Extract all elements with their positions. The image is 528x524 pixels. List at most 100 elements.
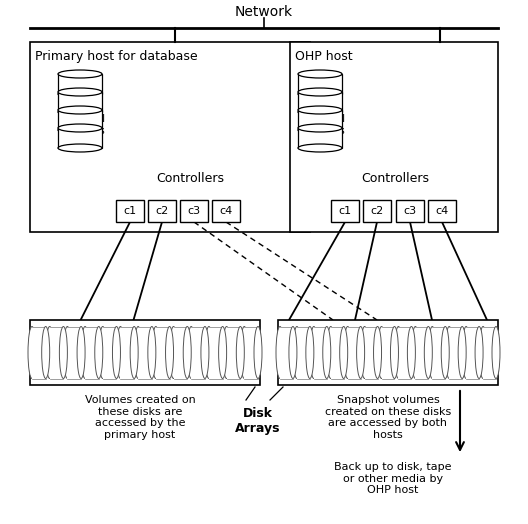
Bar bbox=[156, 326, 171, 378]
Ellipse shape bbox=[475, 326, 483, 378]
Ellipse shape bbox=[99, 326, 107, 378]
Ellipse shape bbox=[148, 326, 156, 378]
Ellipse shape bbox=[42, 326, 50, 378]
Bar bbox=[314, 326, 328, 378]
Ellipse shape bbox=[458, 326, 466, 378]
Ellipse shape bbox=[95, 326, 103, 378]
Ellipse shape bbox=[183, 326, 191, 378]
Ellipse shape bbox=[81, 326, 89, 378]
Text: OHP host: OHP host bbox=[295, 50, 353, 63]
Bar bbox=[432, 326, 446, 378]
Bar bbox=[428, 200, 456, 222]
Ellipse shape bbox=[445, 326, 453, 378]
Bar bbox=[483, 326, 497, 378]
Bar bbox=[148, 200, 176, 222]
Ellipse shape bbox=[327, 326, 335, 378]
Bar bbox=[331, 200, 359, 222]
Ellipse shape bbox=[77, 326, 85, 378]
Text: Local
disks: Local disks bbox=[318, 114, 345, 136]
Ellipse shape bbox=[58, 70, 102, 78]
Bar bbox=[227, 326, 241, 378]
Ellipse shape bbox=[306, 326, 314, 378]
Bar bbox=[85, 326, 100, 378]
Ellipse shape bbox=[361, 326, 369, 378]
Bar bbox=[58, 128, 102, 148]
Bar bbox=[278, 320, 498, 385]
Ellipse shape bbox=[219, 326, 227, 378]
Bar bbox=[466, 326, 480, 378]
Bar bbox=[103, 326, 117, 378]
Bar bbox=[244, 326, 259, 378]
Ellipse shape bbox=[134, 326, 142, 378]
Text: Disk
Arrays: Disk Arrays bbox=[235, 407, 281, 435]
Ellipse shape bbox=[441, 326, 449, 378]
Text: c4: c4 bbox=[436, 206, 449, 216]
Bar bbox=[280, 326, 294, 378]
Bar bbox=[298, 74, 342, 94]
Ellipse shape bbox=[378, 326, 385, 378]
Bar bbox=[297, 326, 311, 378]
Bar bbox=[180, 200, 208, 222]
Bar bbox=[449, 326, 463, 378]
Ellipse shape bbox=[223, 326, 231, 378]
Ellipse shape bbox=[166, 326, 174, 378]
Bar bbox=[298, 92, 342, 112]
Text: c3: c3 bbox=[187, 206, 201, 216]
Text: Network: Network bbox=[235, 5, 293, 19]
Bar bbox=[58, 92, 102, 112]
Ellipse shape bbox=[298, 106, 342, 114]
Ellipse shape bbox=[289, 326, 297, 378]
Ellipse shape bbox=[298, 108, 342, 116]
Ellipse shape bbox=[293, 326, 301, 378]
Ellipse shape bbox=[254, 326, 262, 378]
Ellipse shape bbox=[428, 326, 436, 378]
Text: Primary host for database: Primary host for database bbox=[35, 50, 197, 63]
Ellipse shape bbox=[205, 326, 213, 378]
Ellipse shape bbox=[298, 144, 342, 152]
Ellipse shape bbox=[152, 326, 160, 378]
Bar bbox=[174, 326, 188, 378]
Ellipse shape bbox=[187, 326, 195, 378]
Ellipse shape bbox=[237, 326, 244, 378]
Ellipse shape bbox=[479, 326, 487, 378]
Text: Local
disks: Local disks bbox=[78, 114, 105, 136]
Ellipse shape bbox=[276, 326, 284, 378]
Ellipse shape bbox=[58, 124, 102, 132]
Ellipse shape bbox=[59, 326, 68, 378]
Ellipse shape bbox=[58, 90, 102, 98]
Ellipse shape bbox=[28, 326, 36, 378]
Bar bbox=[363, 200, 391, 222]
Bar bbox=[58, 74, 102, 94]
Bar bbox=[348, 326, 362, 378]
Bar bbox=[30, 42, 310, 232]
Bar bbox=[399, 326, 412, 378]
Ellipse shape bbox=[240, 326, 248, 378]
Bar bbox=[138, 326, 153, 378]
Ellipse shape bbox=[323, 326, 331, 378]
Bar bbox=[298, 110, 342, 130]
Bar bbox=[396, 200, 424, 222]
Text: c4: c4 bbox=[219, 206, 233, 216]
Ellipse shape bbox=[492, 326, 500, 378]
Ellipse shape bbox=[117, 326, 125, 378]
Ellipse shape bbox=[298, 124, 342, 132]
Ellipse shape bbox=[58, 126, 102, 134]
Bar bbox=[120, 326, 135, 378]
Ellipse shape bbox=[462, 326, 470, 378]
Ellipse shape bbox=[411, 326, 419, 378]
Bar bbox=[298, 128, 342, 148]
Ellipse shape bbox=[408, 326, 416, 378]
Text: c2: c2 bbox=[155, 206, 168, 216]
Bar bbox=[331, 326, 345, 378]
Text: c2: c2 bbox=[370, 206, 384, 216]
Text: Controllers: Controllers bbox=[361, 172, 429, 185]
Ellipse shape bbox=[169, 326, 177, 378]
Ellipse shape bbox=[58, 88, 102, 96]
Text: Back up to disk, tape
or other media by
OHP host: Back up to disk, tape or other media by … bbox=[334, 462, 452, 495]
Bar bbox=[382, 326, 395, 378]
Text: Controllers: Controllers bbox=[156, 172, 224, 185]
Bar bbox=[365, 326, 379, 378]
Bar bbox=[116, 200, 144, 222]
Bar bbox=[58, 110, 102, 130]
Ellipse shape bbox=[130, 326, 138, 378]
